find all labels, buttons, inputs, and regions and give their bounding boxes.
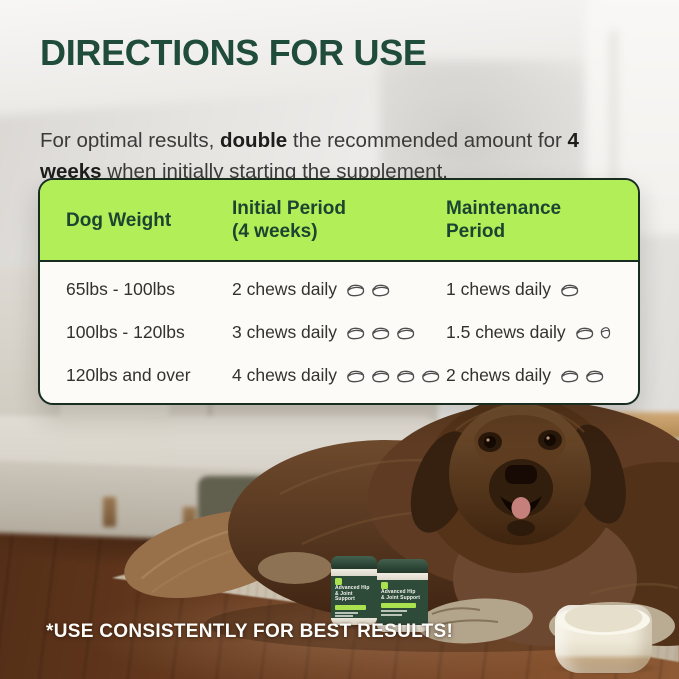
dog-head xyxy=(410,397,626,573)
chew-icons xyxy=(559,367,605,384)
intro-bold-4-weeks: 4 weeks xyxy=(40,128,579,183)
column-header-maintenance-period: Maintenance Period xyxy=(446,198,562,242)
jar-label: Advanced Hip & Joint Support xyxy=(377,580,428,625)
chew-icons xyxy=(345,281,391,298)
dog-illustration xyxy=(124,397,679,652)
dog-bowl xyxy=(549,605,662,675)
chew-icon xyxy=(372,370,390,383)
chew-icon xyxy=(422,370,440,383)
column-header-dog-weight: Dog Weight xyxy=(66,209,172,231)
chew-icons xyxy=(345,324,416,341)
cell-initial: 3 chews daily xyxy=(232,322,446,343)
table-row: 65lbs - 100lbs 2 chews daily 1 chews dai… xyxy=(40,268,638,311)
chew-icon xyxy=(347,370,365,383)
chew-icons xyxy=(345,367,441,384)
brand-logo-icon xyxy=(381,582,388,590)
page-title: DIRECTIONS FOR USE xyxy=(40,32,427,73)
intro-bold-double: double xyxy=(220,128,288,152)
jar-label: Advanced Hip & Joint Support xyxy=(331,576,377,619)
chew-icon xyxy=(347,284,365,297)
column-header-initial-period: Initial Period (4 weeks) xyxy=(232,198,347,242)
table-row: 100lbs - 120lbs 3 chews daily 1.5 chews … xyxy=(40,311,638,354)
chew-icons xyxy=(559,281,580,298)
cell-maintenance: 1 chews daily xyxy=(446,279,638,300)
cell-initial: 4 chews daily xyxy=(232,365,446,386)
chew-half-icon xyxy=(600,327,610,339)
supplement-jar: Advanced Hip & Joint Support xyxy=(325,556,385,630)
chew-icon xyxy=(372,327,390,340)
cell-maintenance: 1.5 chews daily xyxy=(446,322,638,343)
chew-icon xyxy=(372,284,390,297)
table-header-row: Dog Weight Initial Period (4 weeks) Maint… xyxy=(40,180,638,262)
cell-initial: 2 chews daily xyxy=(232,279,446,300)
intro-text: For optimal results, double the recommen… xyxy=(40,128,579,183)
cell-maintenance: 2 chews daily xyxy=(446,365,638,386)
table-row: 120lbs and over 4 chews daily 2 chews da… xyxy=(40,354,638,397)
cell-weight: 120lbs and over xyxy=(66,365,191,385)
cell-weight: 65lbs - 100lbs xyxy=(66,279,175,299)
chew-icon xyxy=(586,370,604,383)
chew-icon xyxy=(561,370,579,383)
dosage-table: Dog Weight Initial Period (4 weeks) Maint… xyxy=(38,178,640,405)
supplement-jar: Advanced Hip & Joint Support xyxy=(371,559,436,637)
chew-icon xyxy=(347,327,365,340)
chew-icon xyxy=(575,327,593,340)
footnote-text: *USE CONSISTENTLY FOR BEST RESULTS! xyxy=(46,621,454,642)
brand-logo-icon xyxy=(335,578,342,585)
jar-lid xyxy=(377,559,428,573)
jar-lid xyxy=(331,556,377,570)
chew-icon xyxy=(397,327,415,340)
chew-icon xyxy=(397,370,415,383)
chew-icons xyxy=(574,324,611,341)
cell-weight: 100lbs - 120lbs xyxy=(66,322,185,342)
table-body: 65lbs - 100lbs 2 chews daily 1 chews dai… xyxy=(40,262,638,403)
chew-icon xyxy=(561,284,579,297)
